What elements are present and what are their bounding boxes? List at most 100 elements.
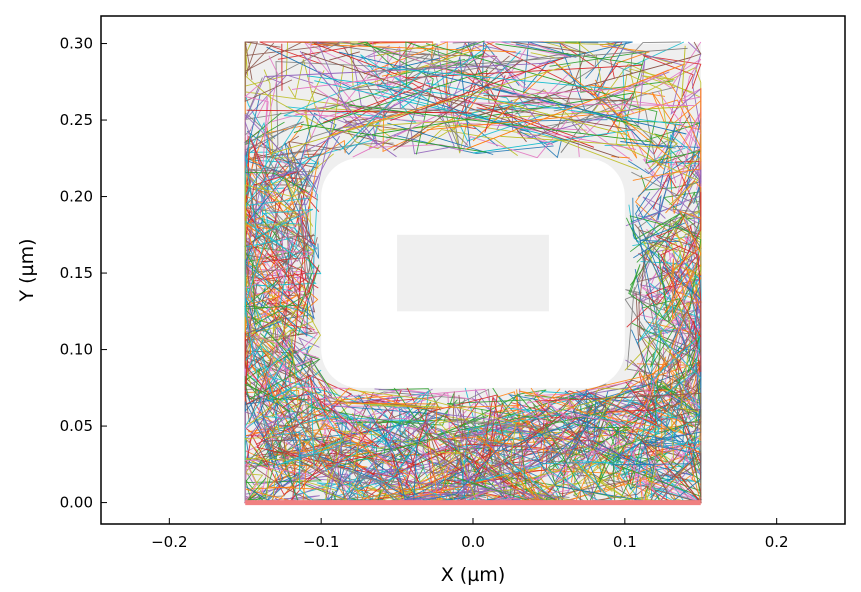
trajectory-line — [255, 380, 326, 445]
trajectory-line — [459, 57, 471, 149]
trajectory-line — [483, 464, 633, 503]
trajectory-line — [450, 419, 583, 476]
trajectory-line — [342, 118, 397, 158]
trajectory-line — [626, 104, 701, 164]
trajectory-line — [599, 378, 695, 461]
trajectory-line — [400, 46, 488, 109]
trajectory-line — [277, 303, 300, 408]
trajectory-line — [314, 117, 352, 198]
trajectory-line — [644, 235, 685, 294]
trajectory-line — [618, 395, 678, 439]
trajectory-line — [386, 399, 458, 463]
trajectory-line — [485, 404, 570, 504]
trajectory-line — [264, 301, 313, 344]
trajectory-line — [500, 135, 663, 149]
trajectory-line — [485, 41, 619, 96]
trajectory-line — [449, 450, 593, 504]
trajectory-line — [620, 141, 676, 149]
trajectory-line — [606, 403, 669, 412]
trajectory-line — [659, 161, 702, 265]
x-tick-label: 0.2 — [765, 533, 789, 551]
trajectory-line — [243, 121, 304, 162]
trajectory-line — [581, 424, 617, 488]
trajectory-line — [393, 134, 554, 155]
trajectory-line — [643, 221, 702, 285]
trajectory-line — [330, 405, 429, 442]
trajectory-line — [539, 395, 614, 423]
trajectory-line — [634, 394, 702, 466]
trajectory-line — [329, 93, 466, 136]
trajectory-line — [405, 64, 643, 79]
trajectory-line — [244, 297, 282, 333]
trajectory-line — [611, 365, 702, 466]
trajectory-line — [261, 61, 369, 285]
trajectory-line — [376, 43, 437, 57]
trajectory-line — [350, 41, 359, 87]
trajectory-line — [677, 216, 702, 275]
trajectory-line — [677, 124, 702, 193]
trajectory-line — [623, 122, 678, 170]
trajectory-line — [413, 427, 651, 504]
trajectory-line — [657, 322, 702, 379]
trajectory-line — [633, 388, 671, 410]
trajectory-line — [367, 41, 476, 83]
trajectory-line — [256, 425, 381, 465]
trajectory-line — [633, 247, 702, 300]
trajectory-line — [244, 41, 293, 103]
trajectory-line — [254, 215, 310, 295]
trajectory-line — [453, 402, 506, 495]
trajectory-line — [299, 429, 448, 468]
trajectory-line — [655, 229, 702, 372]
trajectory-line — [499, 453, 625, 504]
trajectory-line — [666, 307, 699, 373]
trajectory-line — [412, 475, 525, 503]
trajectory-line — [611, 156, 630, 159]
trajectory-line — [378, 123, 639, 171]
trajectory-line — [356, 396, 434, 405]
trajectory-line — [517, 71, 571, 146]
trajectory-line — [665, 412, 702, 468]
trajectory-line — [594, 79, 702, 167]
trajectory-line — [403, 91, 636, 131]
trajectory-line — [496, 99, 514, 131]
trajectory-line — [332, 55, 510, 148]
trajectory-line — [368, 47, 688, 73]
trajectory-line — [244, 220, 300, 380]
trajectory-line — [361, 106, 450, 112]
y-tick-label: 0.30 — [60, 35, 93, 53]
trajectory-line — [397, 429, 453, 475]
trajectory-line — [537, 93, 615, 136]
trajectory-line — [364, 413, 511, 471]
trajectory-line — [560, 99, 602, 153]
trajectory-line — [244, 290, 306, 377]
trajectory-line — [489, 391, 522, 425]
trajectory-line — [541, 391, 661, 480]
trajectory-line — [624, 302, 699, 413]
trajectory-line — [544, 411, 702, 504]
trajectory-line — [674, 223, 702, 311]
y-tick-label: 0.00 — [60, 494, 93, 512]
trajectory-line — [266, 62, 555, 77]
trajectory-line — [681, 45, 686, 103]
trajectory-line — [244, 121, 320, 165]
trajectory-line — [499, 88, 628, 97]
trajectory-line — [384, 48, 556, 107]
trajectory-line — [348, 104, 654, 143]
trajectory-line — [393, 59, 524, 151]
trajectory-line — [244, 350, 314, 406]
trajectory-line — [615, 73, 699, 206]
trajectory-line — [300, 123, 487, 153]
trajectory-line — [244, 72, 296, 213]
trajectory-line — [636, 217, 702, 283]
trajectory-line — [546, 432, 596, 460]
trajectory-line — [364, 41, 434, 155]
y-tick-label: 0.05 — [60, 417, 93, 435]
trajectory-line — [244, 233, 297, 318]
trajectory-line — [273, 323, 396, 442]
trajectory-line — [496, 392, 689, 420]
trajectory-line — [245, 135, 300, 160]
trajectory-line — [244, 178, 314, 260]
trajectory-line — [495, 43, 643, 65]
trajectory-line — [453, 476, 535, 504]
